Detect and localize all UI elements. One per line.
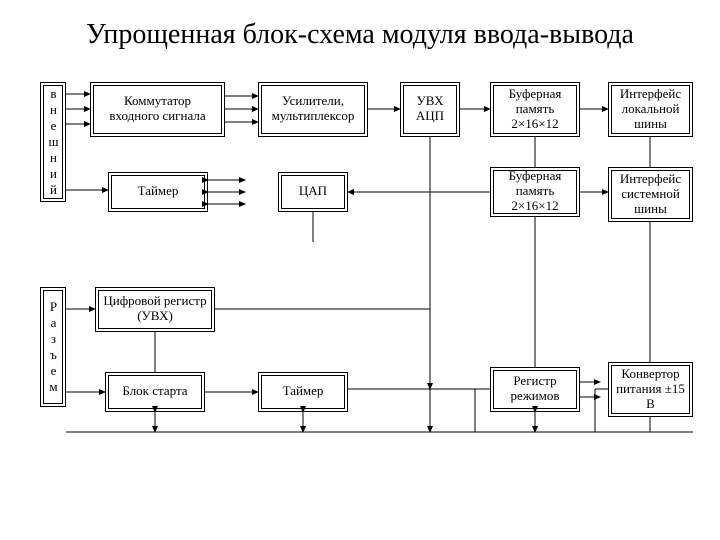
block-amp-mux: Усилители, мультиплексор [258, 82, 368, 137]
page-title: Упрощенная блок-схема модуля ввода-вывод… [0, 0, 720, 62]
block-iface-local: Интерфейс локальной шины [608, 82, 693, 137]
side-label-top-text: внешний [45, 86, 61, 198]
block-dac: ЦАП [278, 172, 348, 212]
block-dig-reg: Цифровой регистр (УВХ) [95, 287, 215, 332]
block-mode-reg: Регистр режимов [490, 367, 580, 412]
side-label-bottom-text: Разъем [45, 299, 61, 395]
block-timer2: Таймер [258, 372, 348, 412]
block-timer1: Таймер [108, 172, 208, 212]
block-buf2: Буферная память 2×16×12 [490, 167, 580, 217]
diagram-canvas: внешний Разъем Коммутатор входного сигна… [0, 62, 720, 502]
block-uvh-adc: УВХ АЦП [400, 82, 460, 137]
block-iface-system: Интерфейс системной шины [608, 167, 693, 222]
block-start: Блок старта [105, 372, 205, 412]
block-power: Конвертор питания ±15 В [608, 362, 693, 417]
block-commutator: Коммутатор входного сигнала [90, 82, 225, 137]
side-label-top: внешний [40, 82, 66, 202]
block-buf1: Буферная память 2×16×12 [490, 82, 580, 137]
side-label-bottom: Разъем [40, 287, 66, 407]
